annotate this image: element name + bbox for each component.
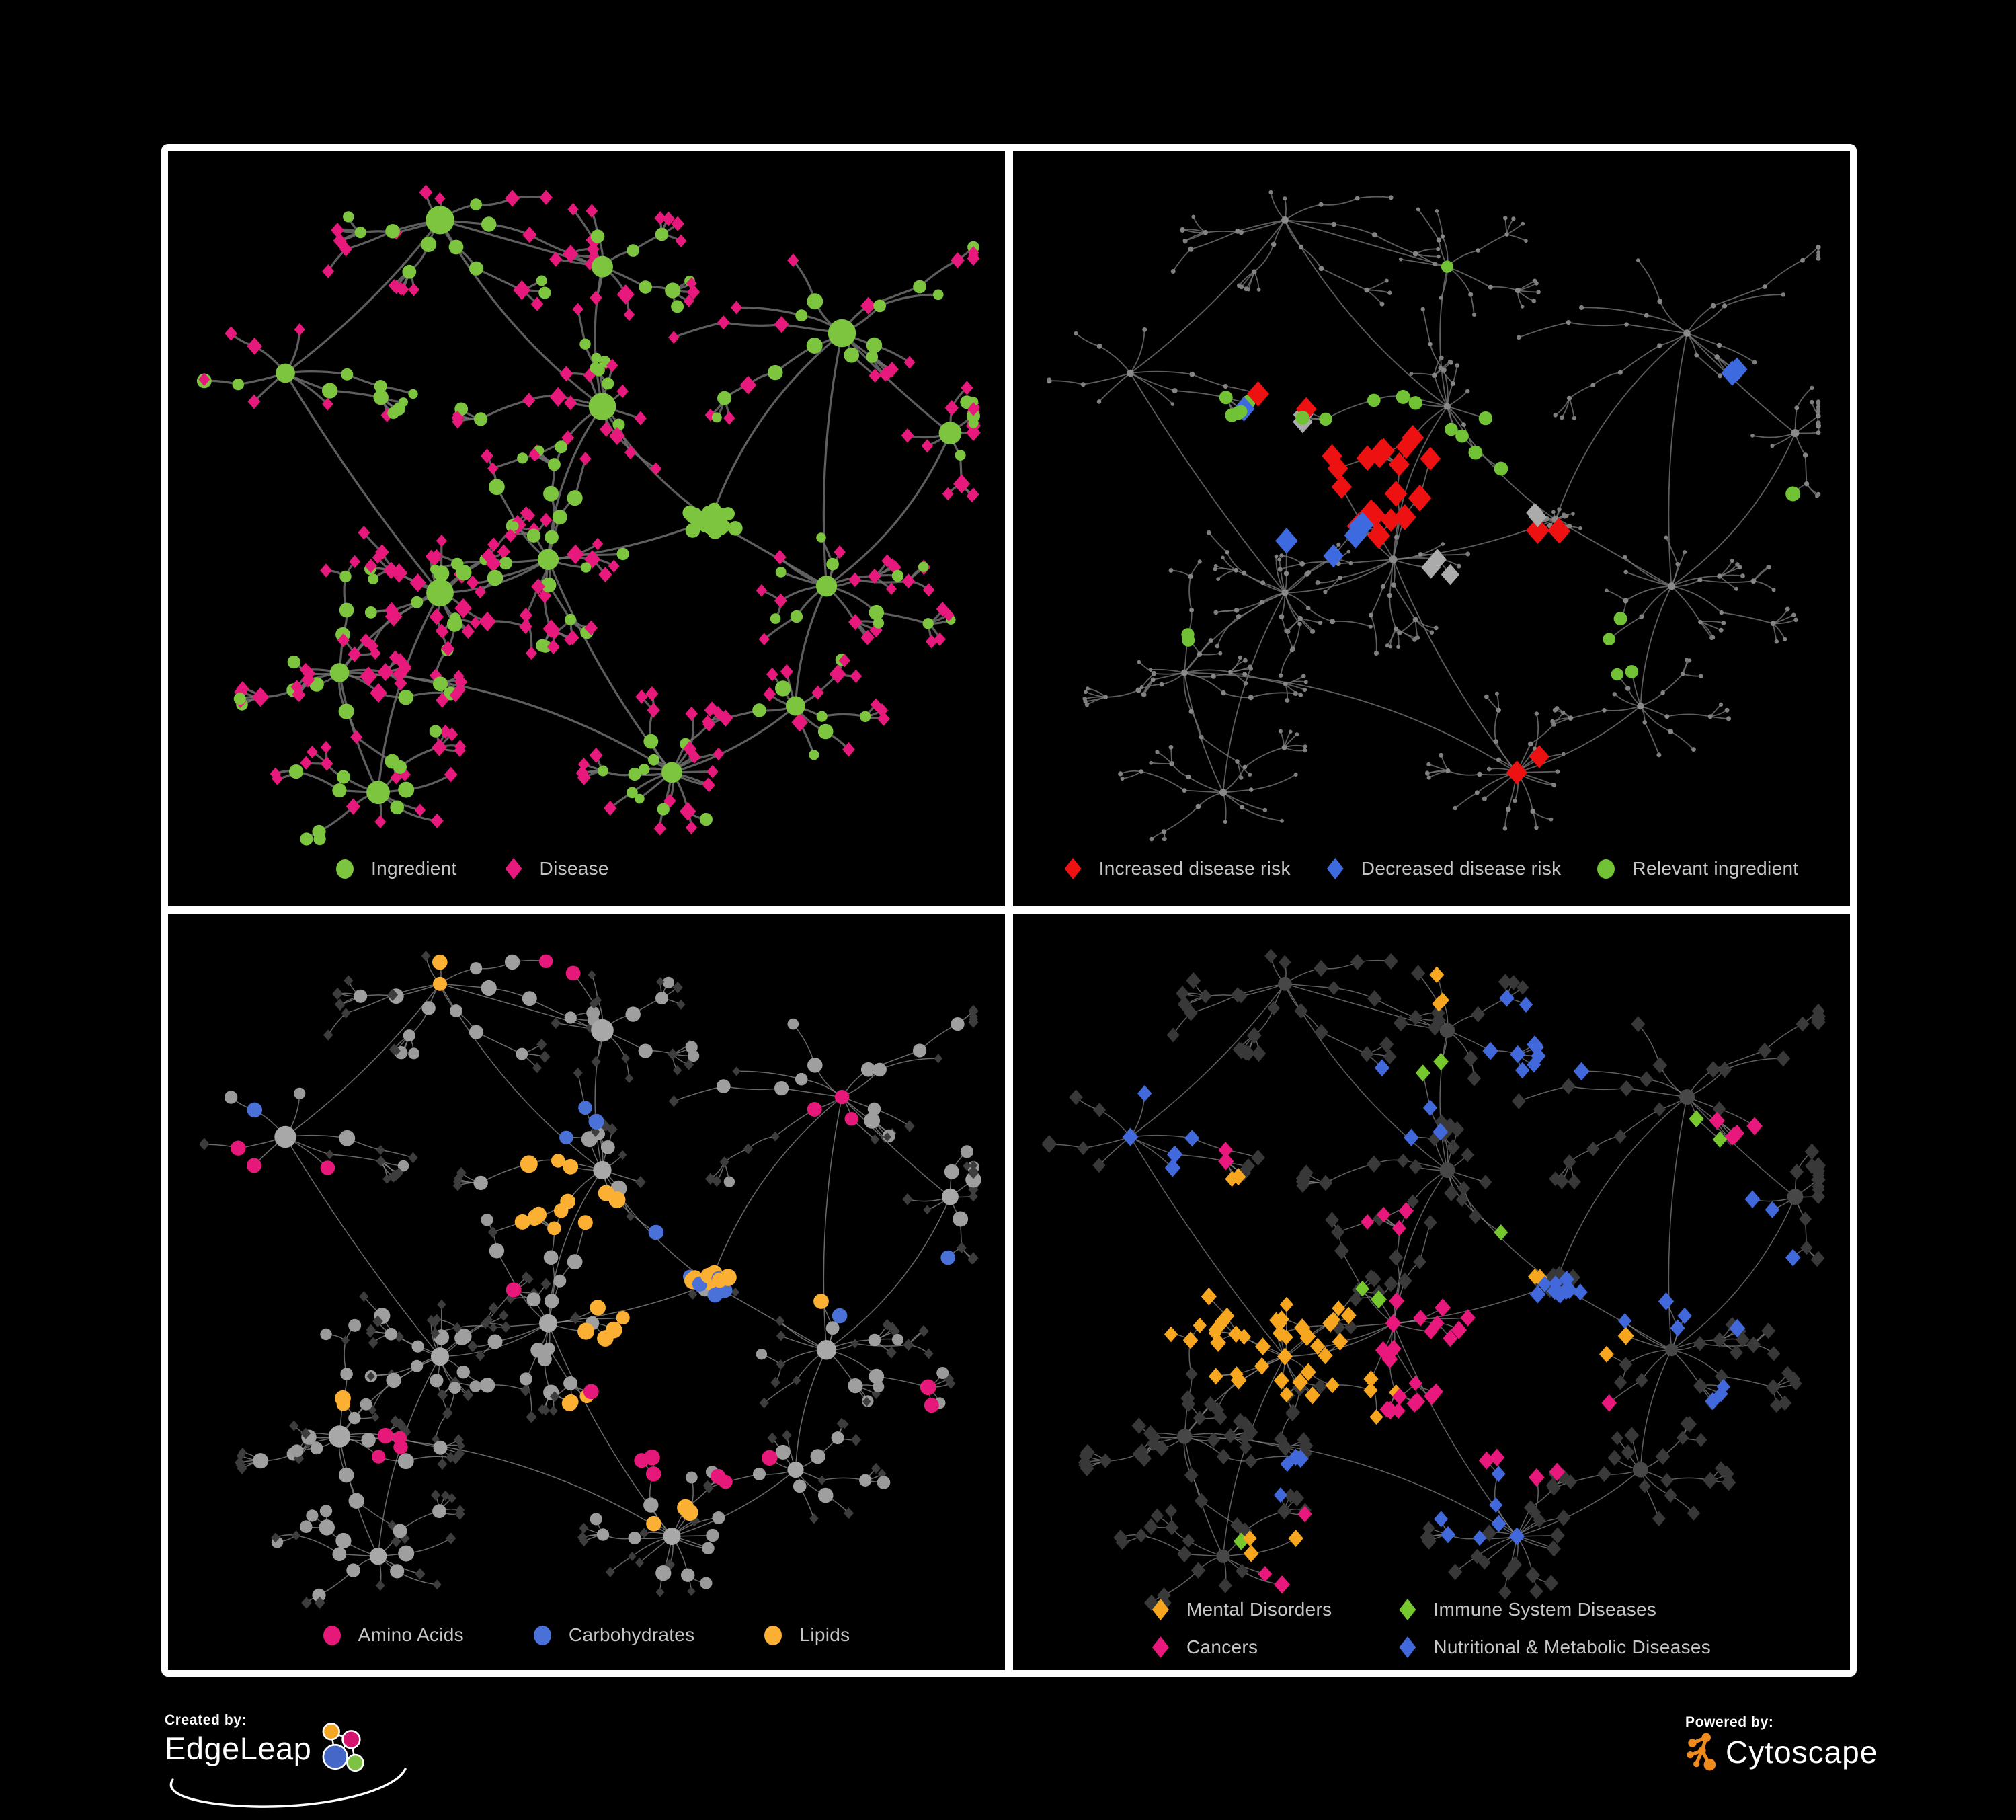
- created-by-label: Created by:: [165, 1712, 247, 1728]
- legend-disease-risk: Increased disease risk Decreased disease …: [1013, 858, 1850, 879]
- edgeleap-brand-text: EdgeLeap: [165, 1731, 312, 1766]
- legend-label: Nutritional & Metabolic Diseases: [1433, 1636, 1711, 1657]
- circle-marker-icon: [323, 1625, 341, 1645]
- legend-item-relevant-ingredient: Relevant ingredient: [1597, 858, 1798, 879]
- legend-label: Disease: [539, 858, 609, 879]
- panel-nutrient-groups: Amino Acids Carbohydrates Lipids: [168, 914, 1005, 1670]
- legend-label: Decreased disease risk: [1361, 858, 1562, 879]
- legend-item-increased-disease-risk: Increased disease risk: [1064, 858, 1291, 879]
- legend-label: Ingredient: [371, 858, 457, 879]
- legend-item-nutritional-metabolic-diseases: Nutritional & Metabolic Diseases: [1399, 1636, 1711, 1658]
- legend-item-ingredient: Ingredient: [336, 858, 457, 879]
- legend-item-decreased-disease-risk: Decreased disease risk: [1326, 858, 1562, 879]
- edgeleap-logo-icon: [322, 1723, 364, 1772]
- diamond-marker-icon: [505, 858, 522, 879]
- legend-label: Lipids: [799, 1624, 850, 1645]
- legend-label: Cancers: [1186, 1636, 1258, 1657]
- panel-disease-categories: Mental Disorders Immune System Diseases Ca…: [1013, 914, 1850, 1670]
- legend-label: Amino Acids: [358, 1624, 464, 1645]
- figure-frame: Ingredient Disease Increased disease risk…: [161, 144, 1857, 1677]
- legend-ingredient-disease: Ingredient Disease: [168, 858, 1005, 879]
- panel-ingredient-disease: Ingredient Disease: [168, 151, 1005, 906]
- diamond-marker-icon: [1064, 858, 1082, 879]
- circle-marker-icon: [764, 1625, 782, 1645]
- powered-by-label: Powered by:: [1685, 1714, 1774, 1730]
- legend-item-cancers: Cancers: [1152, 1636, 1332, 1658]
- legend-item-disease: Disease: [505, 858, 609, 879]
- network-graph-ingredient-disease: [196, 184, 981, 846]
- legend-label: Immune System Diseases: [1433, 1599, 1657, 1620]
- diamond-marker-icon: [1326, 858, 1344, 879]
- circle-marker-icon: [533, 1625, 551, 1645]
- circle-marker-icon: [336, 859, 354, 879]
- legend-label: Increased disease risk: [1098, 858, 1291, 879]
- network-graph-disease-risk: [1047, 190, 1821, 842]
- legend-item-carbohydrates: Carbohydrates: [533, 1624, 695, 1646]
- legend-item-lipids: Lipids: [764, 1624, 850, 1646]
- diamond-marker-icon: [1152, 1636, 1169, 1658]
- network-graph-disease-categories: [1041, 949, 1826, 1612]
- legend-label: Mental Disorders: [1186, 1599, 1332, 1620]
- powered-by-credit: Powered by: Cytoscape: [1685, 1714, 1878, 1772]
- network-graph-nutrient-groups: [199, 951, 981, 1609]
- diamond-marker-icon: [1399, 1636, 1416, 1658]
- circle-marker-icon: [1597, 859, 1615, 879]
- diamond-marker-icon: [1152, 1599, 1169, 1620]
- legend-label: Relevant ingredient: [1632, 858, 1799, 879]
- panel-disease-risk: Increased disease risk Decreased disease …: [1013, 151, 1850, 906]
- legend-item-immune-system-diseases: Immune System Diseases: [1399, 1599, 1711, 1620]
- legend-disease-categories: Mental Disorders Immune System Diseases Ca…: [1013, 1599, 1850, 1658]
- cytoscape-brand-text: Cytoscape: [1726, 1735, 1878, 1770]
- cytoscape-logo-icon: [1687, 1733, 1716, 1771]
- legend-label: Carbohydrates: [568, 1624, 695, 1645]
- edgeleap-swoosh-icon: [169, 1768, 407, 1808]
- legend-item-amino-acids: Amino Acids: [323, 1624, 464, 1646]
- legend-nutrient-groups: Amino Acids Carbohydrates Lipids: [168, 1624, 1005, 1646]
- diamond-marker-icon: [1399, 1599, 1416, 1620]
- legend-item-mental-disorders: Mental Disorders: [1152, 1599, 1332, 1620]
- created-by-credit: Created by: EdgeLeap: [165, 1712, 454, 1808]
